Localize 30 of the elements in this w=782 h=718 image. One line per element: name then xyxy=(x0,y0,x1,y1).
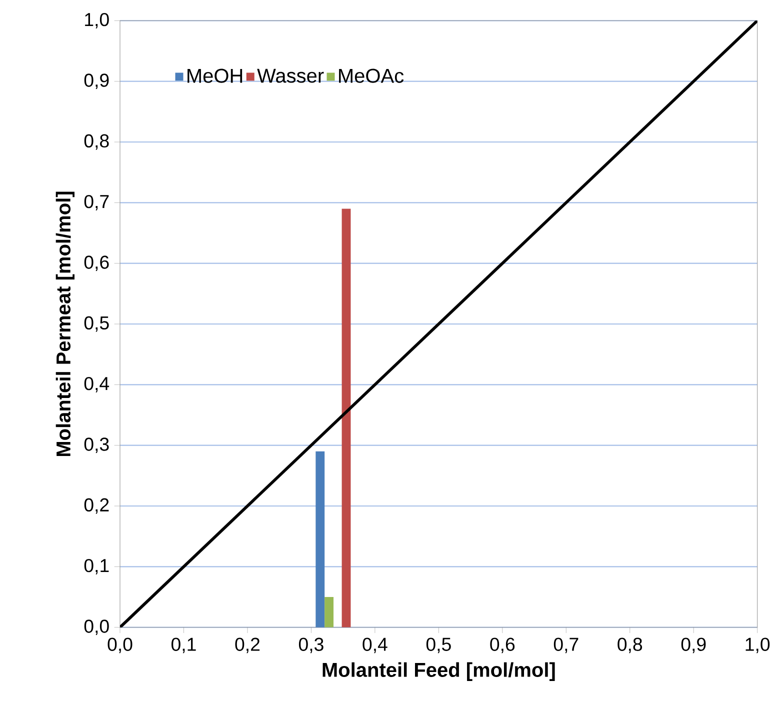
x-tick-label: 0,7 xyxy=(554,638,578,654)
y-tick-label: 0,9 xyxy=(84,74,109,90)
y-axis-title: Molanteil Permeat [mol/mol] xyxy=(56,192,74,456)
legend-label: MeOAc xyxy=(339,68,404,83)
y-tick-label: 0,0 xyxy=(84,620,109,636)
bar xyxy=(316,451,325,628)
y-tick-label: 0,1 xyxy=(84,558,109,574)
x-tick-label: 0,3 xyxy=(298,638,324,654)
bar xyxy=(324,597,334,628)
x-tick-label: 0,0 xyxy=(108,638,132,654)
y-tick-label: 0,6 xyxy=(84,256,109,272)
bar xyxy=(342,208,351,628)
y-tick-label: 0,3 xyxy=(84,438,109,454)
x-tick-label: 0,2 xyxy=(235,638,260,654)
x-tick-label: 0,6 xyxy=(490,638,515,654)
x-tick-label: 0,1 xyxy=(171,638,196,654)
y-tick-label: 0,5 xyxy=(84,316,109,332)
x-axis-title: Molanteil Feed [mol/mol] xyxy=(322,662,555,681)
x-tick-label: 0,8 xyxy=(618,638,642,654)
x-tick-label: 1,0 xyxy=(746,638,770,654)
y-tick-label: 0,7 xyxy=(84,194,109,210)
y-tick-label: 0,8 xyxy=(84,134,109,150)
x-tick-label: 0,4 xyxy=(362,638,388,654)
legend-label: MeOH xyxy=(188,68,242,83)
y-tick-label: 1,0 xyxy=(85,12,109,28)
y-tick-label: 0,2 xyxy=(84,498,109,514)
x-tick-label: 0,9 xyxy=(681,638,706,654)
x-tick-label: 0,5 xyxy=(426,638,451,654)
y-tick-label: 0,4 xyxy=(84,376,110,392)
legend-label: Wasser xyxy=(257,68,324,83)
